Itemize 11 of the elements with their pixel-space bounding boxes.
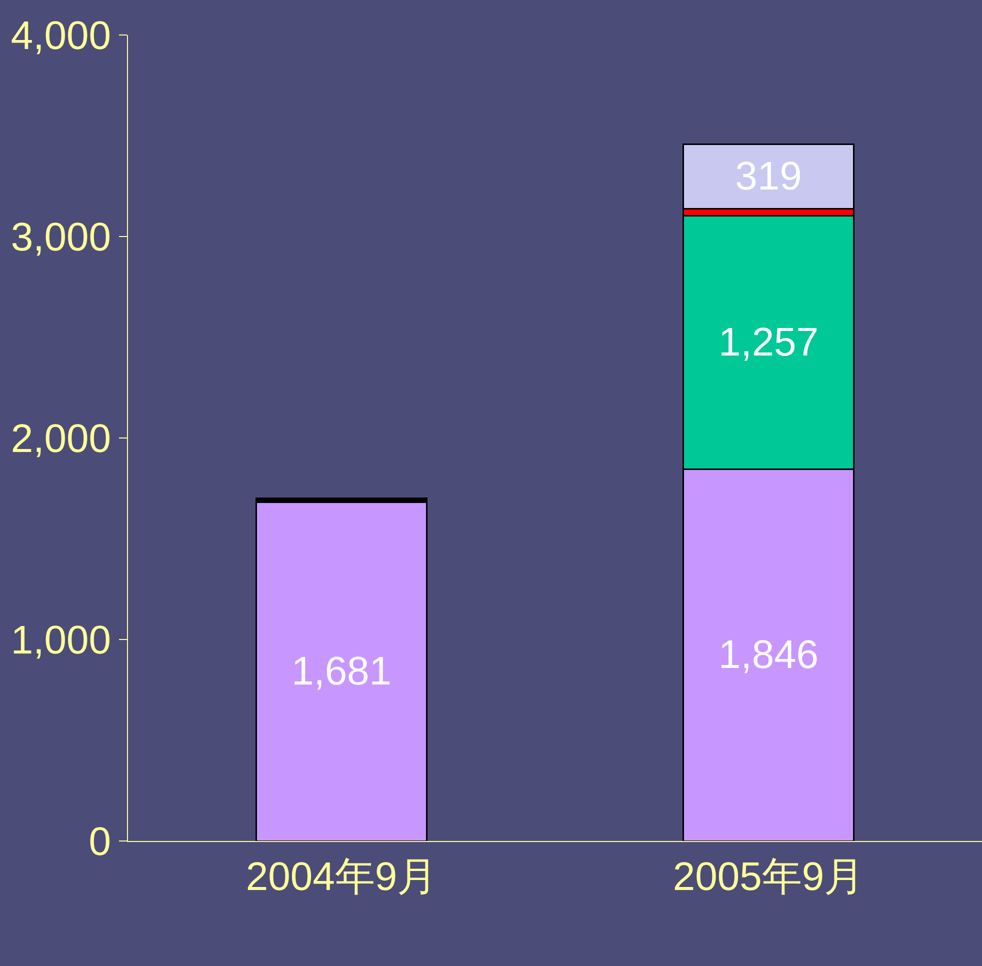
x-tick-label: 2005年9月: [672, 855, 864, 899]
y-tick-label: 0: [88, 820, 111, 864]
data-label: 1,681: [291, 650, 392, 694]
y-tick-label: 4,000: [10, 14, 111, 58]
x-tick-label: 2004年9月: [246, 855, 438, 899]
y-tick-label: 1,000: [10, 618, 111, 662]
data-label: 1,257: [718, 320, 819, 364]
data-label: 1,846: [718, 633, 819, 678]
y-tick-label: 3,000: [10, 216, 111, 260]
y-tick-label: 2,000: [10, 417, 111, 461]
bar: [255, 502, 428, 841]
